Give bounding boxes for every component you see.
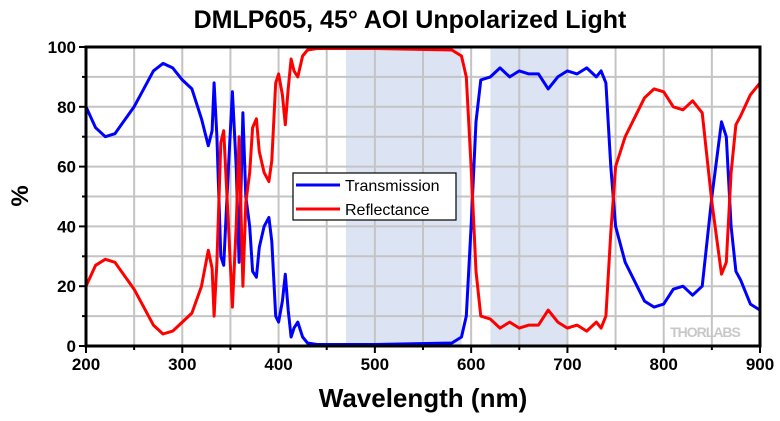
series-line-reflectance xyxy=(84,47,762,336)
legend: Transmission Reflectance xyxy=(292,172,457,221)
y-tick-label: 40 xyxy=(57,217,76,236)
y-tick-label: 80 xyxy=(57,98,76,117)
y-tick-label: 20 xyxy=(57,277,76,296)
legend-label-transmission: Transmission xyxy=(345,178,440,195)
x-tick-label: 700 xyxy=(553,355,581,374)
legend-label-reflectance: Reflectance xyxy=(345,202,430,219)
legend-box xyxy=(292,172,457,221)
series-line-transmission xyxy=(84,61,761,346)
x-tick-label: 600 xyxy=(457,355,485,374)
x-tick-label: 200 xyxy=(72,355,100,374)
x-axis-label: Wavelength (nm) xyxy=(319,383,527,413)
x-tick-label: 400 xyxy=(264,355,292,374)
x-tick-label: 900 xyxy=(746,355,774,374)
y-tick-label: 60 xyxy=(57,158,76,177)
y-axis-label: % xyxy=(7,185,34,206)
y-tick-label: 100 xyxy=(48,38,76,57)
x-tick-label: 800 xyxy=(650,355,678,374)
x-tick-label: 500 xyxy=(361,355,389,374)
watermark-logo: THORLABS xyxy=(670,324,740,340)
x-tick-label: 300 xyxy=(168,355,196,374)
y-tick-label: 0 xyxy=(67,337,76,356)
chart-title: DMLP605, 45° AOI Unpolarized Light xyxy=(194,6,627,34)
